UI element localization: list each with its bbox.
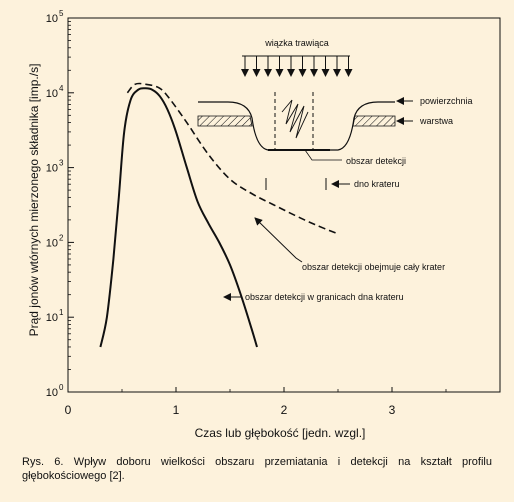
x-tick-label: 3: [389, 403, 396, 417]
y-tick-exponent: 5: [59, 9, 64, 18]
y-tick-exponent: 0: [59, 383, 64, 392]
x-tick-label: 1: [173, 403, 180, 417]
beam-zigzag: [281, 99, 309, 139]
detection-area-label: obszar detekcji: [346, 156, 406, 166]
x-tick-label: 0: [65, 403, 72, 417]
y-tick-exponent: 1: [59, 308, 64, 317]
x-tick-label: 2: [281, 403, 288, 417]
figure-caption: Rys. 6. Wpływ doboru wielkości obszaru p…: [22, 456, 492, 482]
y-tick-label: 10: [46, 13, 58, 25]
crater-bottom-label: dno krateru: [354, 179, 400, 189]
beam-label: wiązka trawiąca: [264, 38, 329, 48]
x-axis-ticks: 0 1 2 3: [65, 387, 447, 417]
y-tick-exponent: 2: [59, 233, 64, 242]
x-axis-label: Czas lub głębokość [jedn. wzgl.]: [195, 426, 366, 440]
y-tick-label: 10: [46, 312, 58, 324]
crater-schematic: wiązka trawiąca obszar detekcji dno krat…: [197, 38, 473, 190]
series-whole-crater-line: [126, 82, 339, 235]
series-crater-bottom-line: [99, 87, 258, 348]
whole-crater-label: obszar detekcji obejmuje cały krater: [302, 262, 445, 272]
y-tick-label: 10: [46, 163, 58, 175]
series-layer: [99, 82, 339, 348]
y-tick-label: 10: [46, 387, 58, 399]
beam-arrows: [241, 56, 353, 77]
y-tick-label: 10: [46, 88, 58, 100]
whole-crater-leader: [254, 217, 303, 263]
layer-label: warstwa: [419, 116, 453, 126]
plot-frame: [67, 17, 501, 393]
y-tick-exponent: 4: [59, 84, 64, 93]
layer-left: [197, 115, 253, 127]
y-tick-exponent: 3: [59, 159, 64, 168]
y-axis-label: Prąd jonów wtórnych mierzonego składnika…: [27, 64, 41, 337]
y-tick-label: 10: [46, 237, 58, 249]
detection-area-leader: [304, 149, 342, 161]
layer-right: [352, 115, 396, 127]
within-bottom-label: obszar detekcji w granicach dna krateru: [245, 292, 404, 302]
surface-label: powierzchnia: [420, 96, 473, 106]
